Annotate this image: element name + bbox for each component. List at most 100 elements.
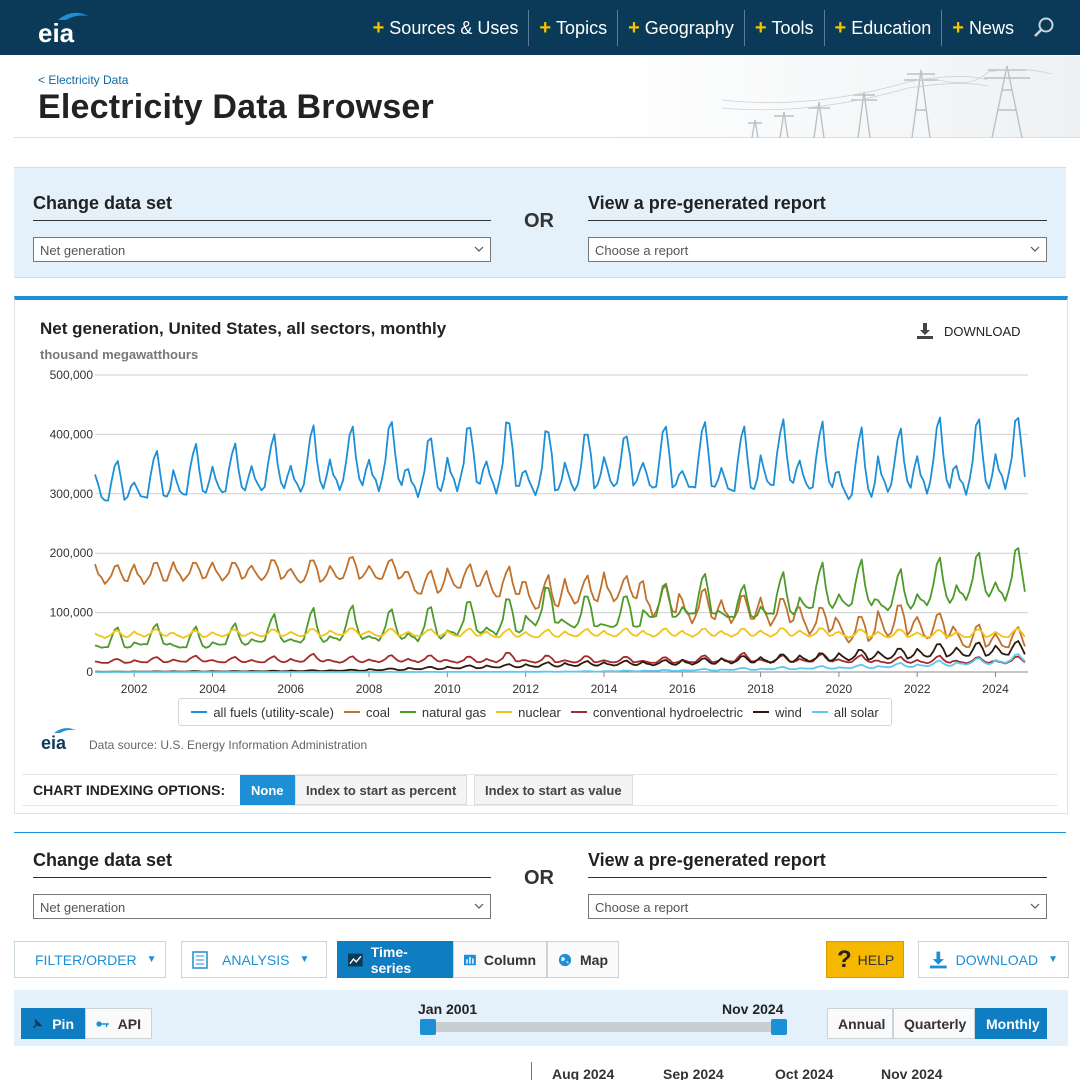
power-towers-banner: [722, 65, 1052, 138]
y-tick-label: 400,000: [50, 427, 94, 441]
nav-news[interactable]: + News: [941, 10, 1024, 46]
legend-label: coal: [365, 704, 390, 720]
range-end-label: Nov 2024: [722, 1001, 784, 1017]
index-percent-button[interactable]: Index to start as percent: [295, 775, 468, 805]
month-column-header: Aug 2024: [552, 1066, 615, 1080]
time-range-slider-track[interactable]: [428, 1022, 780, 1032]
breadcrumb[interactable]: < Electricity Data: [38, 73, 129, 87]
line-chart-icon: [348, 953, 363, 966]
plus-icon: +: [372, 16, 385, 39]
indexing-options-label: CHART INDEXING OPTIONS:: [33, 782, 226, 798]
column-view-button[interactable]: Column: [453, 941, 547, 978]
report-select[interactable]: Choose a report: [588, 894, 1047, 919]
chart-download-button[interactable]: DOWNLOAD: [916, 322, 1021, 340]
download-button[interactable]: DOWNLOAD ▼: [918, 941, 1069, 978]
x-tick-label: 2004: [199, 682, 226, 696]
legend-label: nuclear: [518, 704, 561, 720]
map-view-button[interactable]: Map: [547, 941, 619, 978]
time-series-view-button[interactable]: Time-series: [337, 941, 453, 978]
x-tick-label: 2008: [356, 682, 383, 696]
nav-label: Sources & Uses: [389, 17, 519, 38]
index-value-button[interactable]: Index to start as value: [474, 775, 633, 805]
legend-label: all solar: [833, 704, 879, 720]
series-line-conventional-hydroelectric: [94, 651, 1026, 665]
filter-order-label: FILTER/ORDER: [35, 951, 137, 968]
chart-title: Net generation, United States, all secto…: [40, 319, 447, 338]
divider: [33, 877, 491, 878]
analysis-icon: [192, 950, 208, 969]
nav-geography[interactable]: + Geography: [617, 10, 744, 46]
legend-item[interactable]: nuclear: [496, 705, 561, 720]
legend-item[interactable]: coal: [343, 704, 390, 720]
y-tick-label: 0: [86, 665, 93, 679]
report-heading: View a pre-generated report: [588, 193, 826, 213]
y-axis: 0 100,000 200,000 300,000 400,000 500,000: [50, 368, 94, 679]
nav-topics[interactable]: + Topics: [528, 10, 617, 46]
report-select-placeholder: Choose a report: [595, 900, 689, 915]
chevron-down-icon: [474, 903, 484, 909]
filter-order-button[interactable]: FILTER/ORDER ▼: [14, 941, 166, 978]
x-tick-label: 2024: [982, 682, 1009, 696]
indexing-options-bar: [22, 774, 1058, 806]
api-button[interactable]: API: [85, 1008, 152, 1039]
table-column-divider: [531, 1062, 532, 1080]
chart-legend: all fuels (utility-scale) coal natural gas…: [178, 698, 892, 726]
plus-icon: +: [834, 16, 847, 39]
y-tick-label: 500,000: [50, 368, 94, 382]
x-tick-label: 2014: [591, 682, 618, 696]
month-column-header: Nov 2024: [881, 1066, 943, 1080]
svg-text:eia: eia: [41, 733, 67, 752]
legend-label: natural gas: [421, 704, 487, 720]
range-end-handle[interactable]: [771, 1019, 787, 1035]
y-tick-label: 100,000: [50, 606, 94, 620]
nav-sources-uses[interactable]: + Sources & Uses: [363, 10, 529, 46]
plus-icon: +: [952, 16, 964, 39]
main-menu: + Sources & Uses + Topics + Geography + Tool…: [363, 10, 1024, 46]
eia-logo[interactable]: eia: [36, 10, 96, 46]
search-icon[interactable]: [1032, 16, 1056, 40]
report-select[interactable]: Choose a report: [588, 237, 1047, 262]
pin-button[interactable]: Pin: [21, 1008, 85, 1039]
x-tick-label: 2002: [121, 682, 148, 696]
nav-label: News: [968, 17, 1014, 38]
api-label: API: [117, 1015, 141, 1032]
legend-item[interactable]: all fuels (utility-scale): [191, 705, 334, 720]
caret-down-icon: ▼: [299, 954, 310, 965]
legend-label: conventional hydroelectric: [592, 704, 744, 720]
download-label: DOWNLOAD: [955, 951, 1039, 968]
series-line-coal: [94, 556, 1026, 649]
range-start-handle[interactable]: [420, 1019, 436, 1035]
legend-item[interactable]: natural gas: [399, 704, 487, 720]
series-line-all-solar: [95, 653, 1026, 673]
pin-label: Pin: [52, 1015, 74, 1032]
legend-item[interactable]: all solar: [811, 704, 879, 720]
download-icon: [929, 951, 947, 968]
or-divider-text: OR: [524, 210, 554, 232]
chart-series: [94, 416, 1026, 673]
legend-item[interactable]: conventional hydroelectric: [570, 704, 744, 720]
annual-frequency-button[interactable]: Annual: [827, 1008, 893, 1039]
nav-tools[interactable]: + Tools: [743, 10, 824, 46]
or-divider-text: OR: [524, 867, 554, 889]
dataset-select[interactable]: Net generation: [33, 894, 491, 919]
globe-icon: [558, 953, 572, 966]
question-mark-icon: ?: [837, 945, 852, 973]
x-tick-label: 2006: [277, 682, 304, 696]
help-button[interactable]: ? HELP: [826, 941, 904, 978]
analysis-button[interactable]: ANALYSIS ▼: [181, 941, 327, 978]
index-none-button[interactable]: None: [240, 775, 295, 805]
analysis-label: ANALYSIS: [222, 951, 290, 968]
monthly-frequency-button[interactable]: Monthly: [975, 1008, 1047, 1039]
dataset-select-value: Net generation: [40, 900, 126, 915]
svg-text:eia: eia: [38, 18, 75, 46]
time-series-label: Time-series: [370, 943, 412, 976]
dataset-select[interactable]: Net generation: [33, 237, 491, 262]
nav-education[interactable]: + Education: [823, 10, 942, 46]
legend-item[interactable]: wind: [753, 705, 802, 720]
quarterly-frequency-button[interactable]: Quarterly: [893, 1008, 975, 1039]
key-icon: [96, 1020, 109, 1027]
divider: [588, 877, 1047, 878]
chevron-down-icon: [1030, 246, 1040, 252]
column-label: Column: [483, 951, 536, 968]
chevron-down-icon: [1030, 903, 1040, 909]
